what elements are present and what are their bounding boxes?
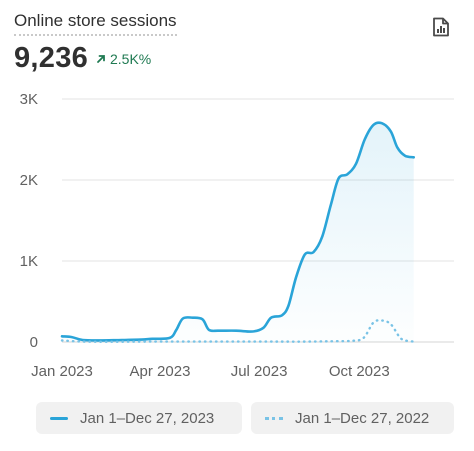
y-tick-label-0: 0 [30, 334, 38, 351]
x-tick-label-1: Apr 2023 [130, 363, 191, 380]
legend-label-current: Jan 1–Dec 27, 2023 [80, 409, 215, 427]
view-report-button[interactable] [424, 10, 458, 44]
x-tick-label-3: Oct 2023 [329, 363, 390, 380]
arrow-up-right-icon [97, 55, 105, 63]
series-line-current [60, 121, 415, 342]
report-icon [433, 17, 449, 37]
solid-line-swatch [50, 416, 68, 420]
dotted-line-swatch [265, 416, 283, 420]
change-percentage: 2.5K% [110, 51, 152, 67]
legend-item-current-period[interactable]: Jan 1–Dec 27, 2023 [36, 402, 242, 434]
legend-item-comparison-period[interactable]: Jan 1–Dec 27, 2022 [251, 402, 454, 434]
legend-label-comparison: Jan 1–Dec 27, 2022 [295, 409, 430, 427]
series-line-comparison [60, 319, 415, 344]
x-tick-label-2: Jul 2023 [231, 363, 288, 380]
change-badge: 2.5K% [96, 50, 151, 68]
y-tick-label-2: 2K [20, 172, 38, 189]
y-tick-label-1: 1K [20, 253, 38, 270]
y-tick-label-3: 3K [20, 91, 38, 108]
total-sessions-value: 9,236 [14, 42, 89, 74]
x-tick-label-0: Jan 2023 [31, 363, 93, 380]
series-area-0 [62, 122, 414, 343]
card-title[interactable]: Online store sessions [14, 11, 177, 36]
